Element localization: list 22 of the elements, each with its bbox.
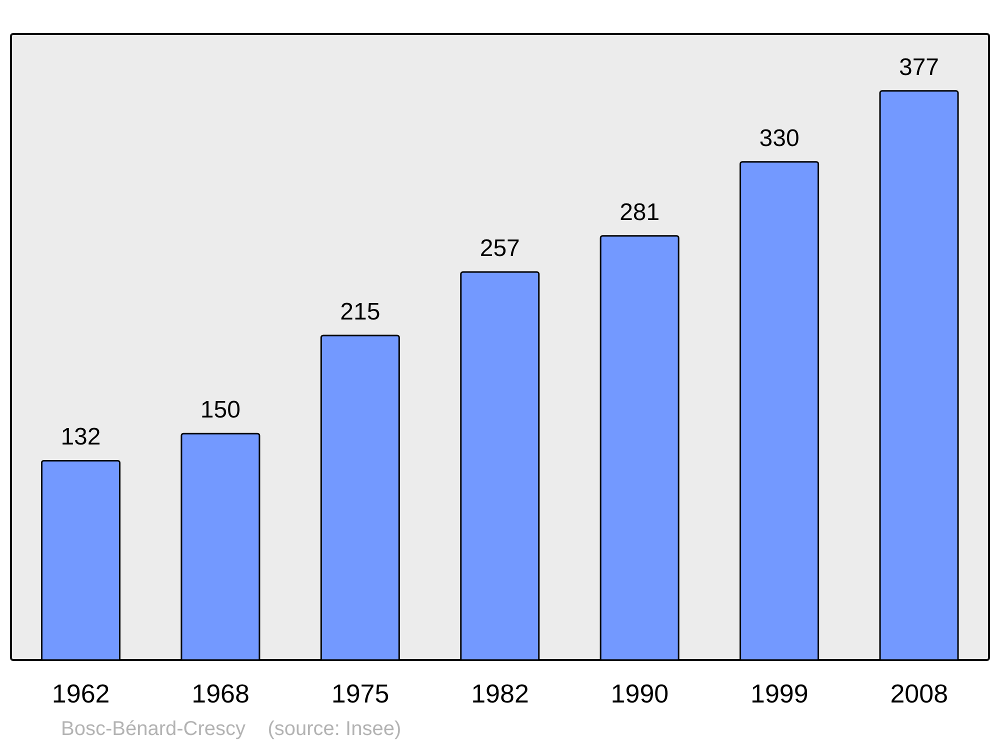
bar (740, 161, 820, 660)
data-label: 132 (60, 424, 101, 451)
x-tick-label: 1968 (192, 678, 250, 708)
data-label: 281 (620, 198, 660, 226)
data-label: 215 (340, 298, 380, 326)
data-label: 257 (480, 235, 520, 262)
bar (879, 90, 959, 660)
text: Bosc-Bénard-Crescy (source: Insee) (61, 718, 402, 741)
bar (320, 334, 400, 660)
data-label: 150 (200, 396, 240, 424)
bar (460, 271, 540, 660)
x-tick-label: 2008 (890, 678, 948, 708)
x-tick-label: 1975 (331, 678, 390, 708)
x-tick-label: 1962 (52, 678, 110, 708)
bar (600, 235, 680, 660)
bar (40, 460, 120, 660)
x-tick-label: 1990 (610, 678, 669, 708)
bar (180, 432, 260, 660)
data-label: 377 (899, 54, 940, 81)
x-tick-label: 1999 (750, 678, 808, 708)
x-tick-label: 1982 (471, 678, 529, 708)
data-label: 330 (759, 124, 800, 152)
